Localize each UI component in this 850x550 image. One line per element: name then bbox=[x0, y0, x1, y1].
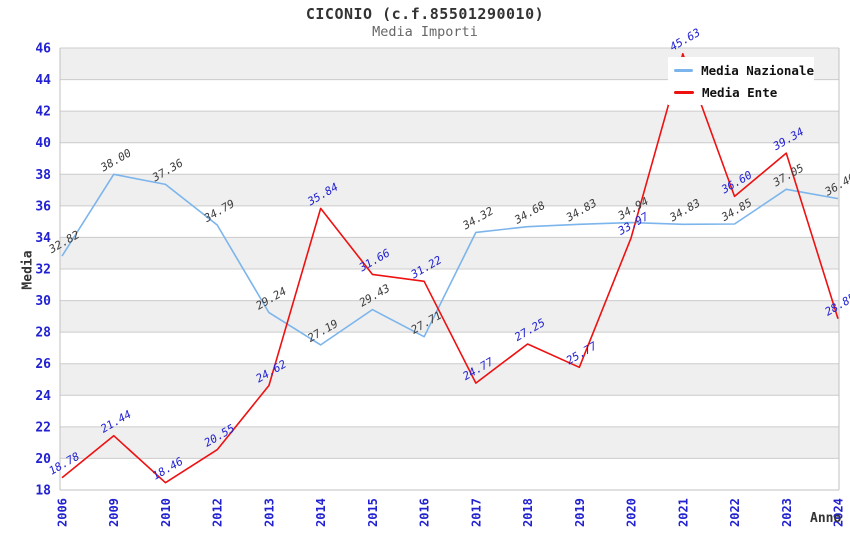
plot-band bbox=[60, 300, 839, 333]
x-tick-label: 2017 bbox=[469, 498, 483, 527]
plot-band bbox=[60, 363, 839, 396]
red-line-swatch-icon bbox=[674, 90, 694, 94]
y-tick-label: 22 bbox=[35, 420, 51, 435]
blue-line-swatch-icon bbox=[674, 68, 694, 72]
x-tick-label: 2020 bbox=[625, 498, 639, 527]
series-line-media-ente bbox=[61, 52, 839, 484]
y-tick-label: 36 bbox=[35, 199, 51, 214]
x-axis-title: Anno bbox=[810, 511, 842, 526]
plot-band bbox=[60, 111, 839, 143]
legend-item-media-nazionale: Media Nazionale bbox=[674, 63, 814, 78]
y-tick-label: 20 bbox=[35, 452, 51, 467]
x-tick-label: 2013 bbox=[262, 498, 276, 527]
legend-label: Media Ente bbox=[702, 84, 778, 100]
plot-band bbox=[60, 395, 839, 427]
y-tick-label: 18 bbox=[35, 484, 51, 499]
y-tick-label: 30 bbox=[35, 294, 51, 309]
x-tick-label: 2010 bbox=[159, 498, 173, 527]
plot-band bbox=[60, 332, 839, 364]
x-tick-label: 2024 bbox=[832, 498, 846, 527]
chart-subtitle: Media Importi bbox=[372, 24, 478, 40]
x-tick-label: 2023 bbox=[780, 498, 794, 527]
plot-band bbox=[60, 426, 839, 459]
x-tick-label: 2016 bbox=[418, 498, 432, 527]
y-tick-label: 28 bbox=[35, 326, 51, 341]
plot-band bbox=[60, 237, 839, 269]
y-tick-label: 24 bbox=[35, 389, 51, 404]
x-tick-label: 2012 bbox=[211, 498, 225, 527]
x-tick-label: 2018 bbox=[521, 498, 535, 527]
x-tick-label: 2014 bbox=[314, 498, 328, 527]
legend-label: Media Nazionale bbox=[701, 62, 814, 78]
y-tick-label: 44 bbox=[35, 73, 51, 88]
plot-band bbox=[60, 174, 839, 206]
plot-band bbox=[60, 205, 839, 238]
plot-band bbox=[60, 142, 839, 175]
y-axis-title: Media bbox=[20, 250, 36, 290]
y-tick-label: 32 bbox=[35, 263, 51, 278]
y-tick-label: 26 bbox=[35, 357, 51, 372]
y-tick-label: 46 bbox=[35, 42, 51, 57]
x-tick-label: 2015 bbox=[366, 498, 380, 527]
y-tick-label: 38 bbox=[35, 168, 51, 183]
x-tick-label: 2019 bbox=[573, 498, 587, 527]
plot-band bbox=[60, 458, 839, 490]
y-tick-label: 42 bbox=[35, 105, 51, 120]
y-tick-label: 34 bbox=[35, 231, 51, 246]
y-tick-label: 40 bbox=[35, 136, 51, 151]
series-line-media-nazionale bbox=[61, 173, 839, 346]
x-tick-label: 2021 bbox=[676, 498, 690, 527]
x-tick-label: 2009 bbox=[107, 498, 121, 527]
x-tick-label: 2022 bbox=[728, 498, 742, 527]
legend: Media Nazionale Media Ente bbox=[668, 57, 814, 105]
legend-item-media-ente: Media Ente bbox=[674, 85, 814, 100]
x-tick-label: 2006 bbox=[56, 498, 70, 527]
chart-title: CICONIO (c.f.85501290010) bbox=[305, 5, 545, 23]
